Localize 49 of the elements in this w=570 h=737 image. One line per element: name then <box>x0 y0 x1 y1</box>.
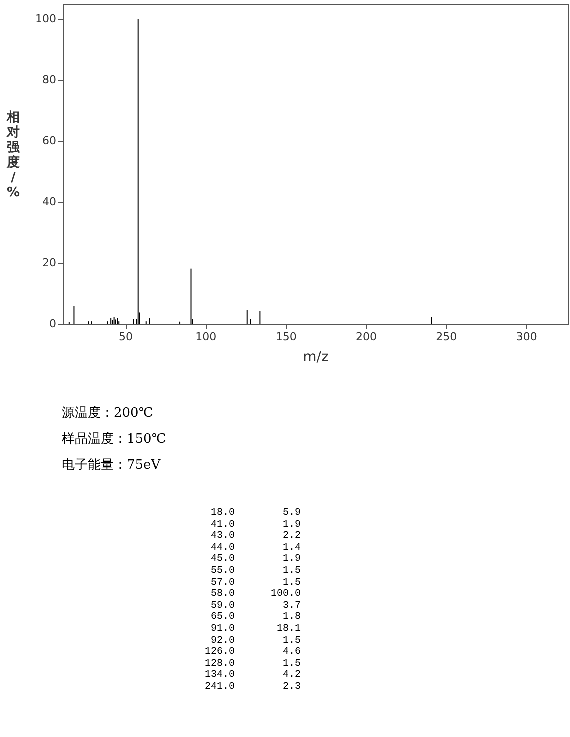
y-tick-label: 80 <box>42 74 56 87</box>
text: 1.5 <box>283 578 302 589</box>
text: 18.1 <box>277 624 302 635</box>
category-label: 44.0 <box>210 542 236 554</box>
category-label: 91.0 <box>210 624 236 636</box>
category-label: 65.0 <box>210 612 236 624</box>
text: 1.5 <box>283 636 302 647</box>
text: 4.6 <box>283 647 302 658</box>
x-tick-label: 300 <box>516 330 538 344</box>
text: 2.2 <box>283 531 302 542</box>
text: 4.2 <box>283 670 302 682</box>
text: 电子能量：75eV <box>62 457 162 475</box>
x-tick-label: 250 <box>436 330 458 344</box>
category-label: 57.0 <box>210 578 236 589</box>
category-label: 126.0 <box>205 647 236 659</box>
x-tick-label: 50 <box>119 330 134 344</box>
category-label: 45.0 <box>210 554 236 566</box>
category-label: 59.0 <box>210 600 236 612</box>
text: 源温度：200℃ <box>62 405 154 423</box>
text: 2.3 <box>283 682 302 693</box>
y-tick-label: 20 <box>42 256 56 270</box>
category-label: 18.0 <box>210 508 236 520</box>
category-label: 41.0 <box>210 520 236 531</box>
y-tick-label: 0 <box>50 318 56 330</box>
y-tick-label: 40 <box>42 196 56 209</box>
category-label: 241.0 <box>205 682 236 694</box>
text: 1.5 <box>283 658 302 670</box>
category-label: 134.0 <box>205 670 236 682</box>
text: 1.5 <box>283 566 302 577</box>
text: 1.8 <box>283 612 302 624</box>
text: 1.4 <box>283 542 302 554</box>
text: 1.9 <box>283 520 302 531</box>
text: 1.9 <box>283 554 302 566</box>
text: 5.9 <box>283 508 302 519</box>
category-label: 55.0 <box>210 566 236 578</box>
category-label: 128.0 <box>205 658 236 670</box>
y-axis-title: 相对强度/% <box>6 110 21 200</box>
text: 100.0 <box>271 589 302 600</box>
x-tick-label: 150 <box>276 330 297 344</box>
category-label: 58.0 <box>210 589 236 601</box>
y-tick-label: 100 <box>36 12 56 26</box>
x-tick-label: 100 <box>196 330 217 344</box>
x-axis-title: m/z <box>303 350 329 366</box>
category-label: 92.0 <box>210 636 236 647</box>
text: 样品温度：150℃ <box>62 431 168 449</box>
category-label: 43.0 <box>210 531 236 543</box>
y-tick-label: 60 <box>42 134 56 148</box>
x-tick-label: 200 <box>356 330 377 344</box>
text: 3.7 <box>283 600 302 612</box>
